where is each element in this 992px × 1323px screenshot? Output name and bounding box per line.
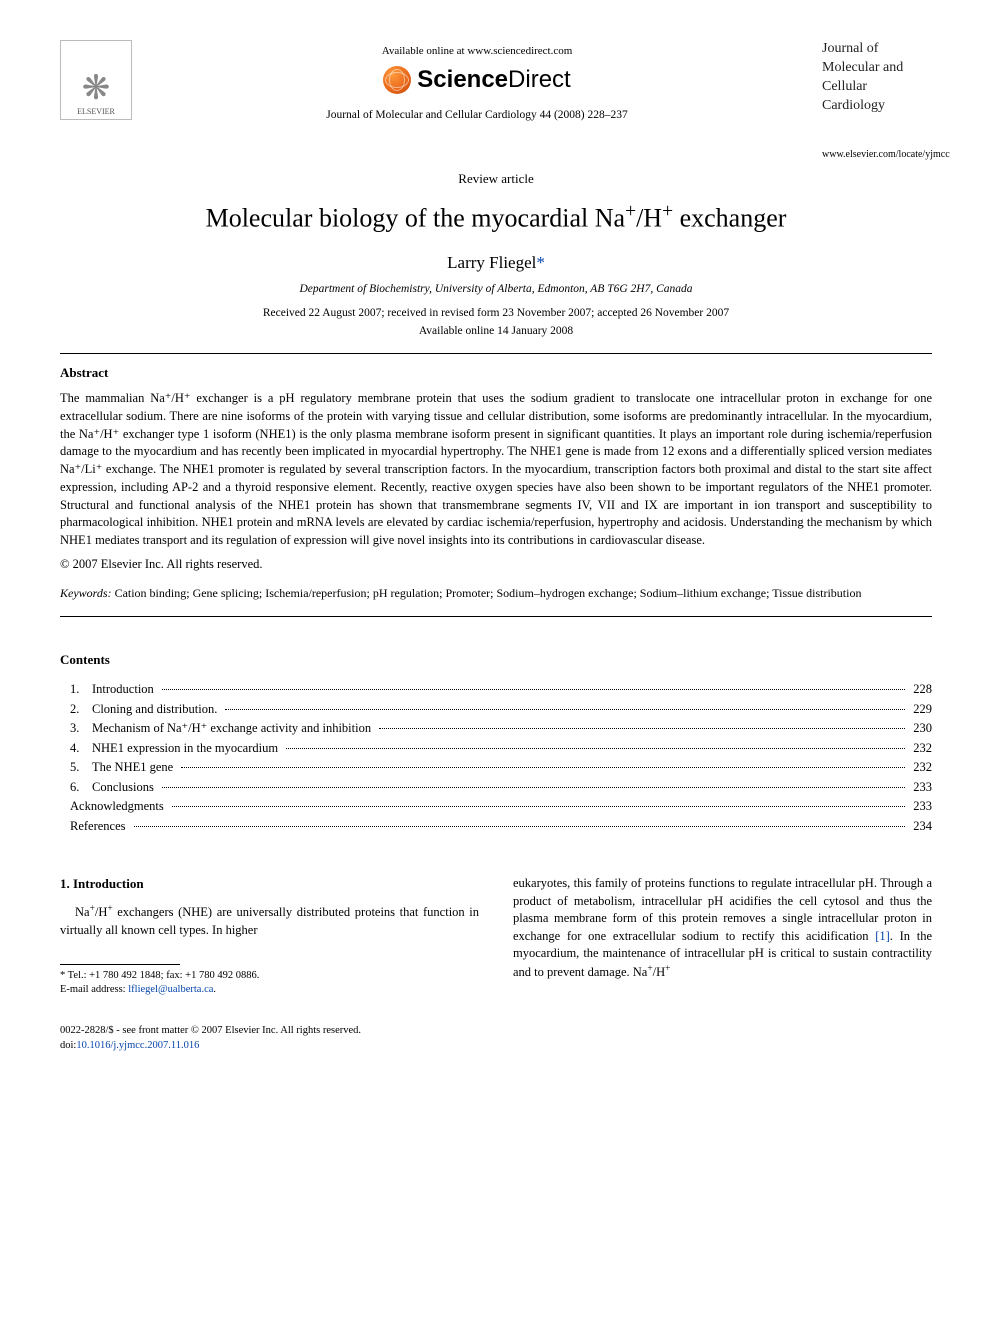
toc-leader-dots: [162, 689, 905, 690]
article-title: Molecular biology of the myocardial Na+/…: [60, 198, 932, 237]
footnote-tel: * Tel.: +1 780 492 1848; fax: +1 780 492…: [60, 969, 479, 984]
body-columns: 1. Introduction Na+/H+ exchangers (NHE) …: [60, 875, 932, 998]
elsevier-logo: ❋ ELSEVIER: [60, 40, 132, 120]
abstract-text: The mammalian Na⁺/H⁺ exchanger is a pH r…: [60, 390, 932, 550]
abstract-heading: Abstract: [60, 364, 932, 382]
available-online-text: Available online at www.sciencedirect.co…: [132, 44, 822, 59]
toc-number: 4.: [60, 740, 92, 758]
toc-page: 228: [909, 681, 932, 699]
toc-label: The NHE1 gene: [92, 759, 177, 777]
footnote-email-suffix: .: [213, 984, 216, 995]
toc-leader-dots: [162, 787, 905, 788]
toc-number: 3.: [60, 720, 92, 738]
toc-page: 233: [909, 798, 932, 816]
toc-number: 6.: [60, 779, 92, 797]
toc-row[interactable]: Acknowledgments 233: [60, 798, 932, 816]
toc-label: Conclusions: [92, 779, 158, 797]
keywords-text: Cation binding; Gene splicing; Ischemia/…: [112, 586, 862, 600]
toc-label: Mechanism of Na⁺/H⁺ exchange activity an…: [92, 720, 375, 738]
footer-front-matter: 0022-2828/$ - see front matter © 2007 El…: [60, 1024, 932, 1039]
elsevier-tree-icon: ❋: [82, 72, 111, 106]
toc-leader-dots: [172, 806, 906, 807]
rule-above-abstract: [60, 353, 932, 354]
toc-row[interactable]: 3.Mechanism of Na⁺/H⁺ exchange activity …: [60, 720, 932, 738]
toc-leader-dots: [134, 826, 906, 827]
journal-url: www.elsevier.com/locate/yjmcc: [822, 148, 932, 162]
footer-doi-label: doi:: [60, 1040, 76, 1051]
author-affiliation: Department of Biochemistry, University o…: [60, 281, 932, 297]
column-right: eukaryotes, this family of proteins func…: [513, 875, 932, 998]
toc-label: Introduction: [92, 681, 158, 699]
toc-label: References: [70, 818, 130, 836]
journal-reference: Journal of Molecular and Cellular Cardio…: [132, 107, 822, 123]
rule-below-keywords: [60, 616, 932, 617]
elsevier-label: ELSEVIER: [77, 106, 115, 117]
journal-cover-box: Journal of Molecular and Cellular Cardio…: [822, 40, 932, 162]
journal-cover-title: Journal of Molecular and Cellular Cardio…: [822, 40, 932, 116]
toc-label: Acknowledgments: [70, 798, 168, 816]
toc-page: 232: [909, 740, 932, 758]
footer-doi-link[interactable]: 10.1016/j.yjmcc.2007.11.016: [76, 1040, 199, 1051]
table-of-contents: 1.Introduction 228 2.Cloning and distribut…: [60, 681, 932, 835]
toc-label: NHE1 expression in the myocardium: [92, 740, 282, 758]
toc-leader-dots: [379, 728, 905, 729]
footnote-email-label: E-mail address:: [60, 984, 126, 995]
toc-page: 230: [909, 720, 932, 738]
author-corresp-marker[interactable]: *: [536, 253, 545, 272]
column-left: 1. Introduction Na+/H+ exchangers (NHE) …: [60, 875, 479, 998]
toc-page: 232: [909, 759, 932, 777]
toc-page: 229: [909, 701, 932, 719]
toc-number: 2.: [60, 701, 92, 719]
sciencedirect-logo: ScienceDirect: [132, 63, 822, 97]
toc-leader-dots: [286, 748, 905, 749]
citation-ref-1[interactable]: [1]: [875, 929, 890, 943]
toc-number: 1.: [60, 681, 92, 699]
toc-row[interactable]: 6.Conclusions 233: [60, 779, 932, 797]
toc-page: 233: [909, 779, 932, 797]
keywords-label: Keywords:: [60, 586, 112, 600]
contents-heading: Contents: [60, 651, 932, 669]
sciencedirect-ball-icon: [383, 66, 411, 94]
article-type: Review article: [60, 170, 932, 188]
toc-row[interactable]: 2.Cloning and distribution. 229: [60, 701, 932, 719]
abstract-copyright: © 2007 Elsevier Inc. All rights reserved…: [60, 556, 932, 574]
toc-leader-dots: [181, 767, 905, 768]
toc-row[interactable]: 5.The NHE1 gene 232: [60, 759, 932, 777]
toc-number: 5.: [60, 759, 92, 777]
toc-page: 234: [909, 818, 932, 836]
toc-label: Cloning and distribution.: [92, 701, 221, 719]
article-dates-received: Received 22 August 2007; received in rev…: [60, 305, 932, 321]
corresponding-author-footnote: * Tel.: +1 780 492 1848; fax: +1 780 492…: [60, 969, 479, 998]
author-name: Larry Fliegel*: [60, 251, 932, 275]
article-dates-available: Available online 14 January 2008: [60, 323, 932, 339]
toc-row[interactable]: References 234: [60, 818, 932, 836]
intro-para-left: Na+/H+ exchangers (NHE) are universally …: [60, 903, 479, 939]
center-header: Available online at www.sciencedirect.co…: [132, 40, 822, 123]
toc-row[interactable]: 1.Introduction 228: [60, 681, 932, 699]
keywords-block: Keywords: Cation binding; Gene splicing;…: [60, 585, 932, 602]
toc-row[interactable]: 4.NHE1 expression in the myocardium 232: [60, 740, 932, 758]
intro-para-right: eukaryotes, this family of proteins func…: [513, 875, 932, 981]
sciencedirect-wordmark: ScienceDirect: [417, 63, 570, 97]
page-footer: 0022-2828/$ - see front matter © 2007 El…: [60, 1024, 932, 1053]
toc-leader-dots: [225, 709, 905, 710]
article-header: ❋ ELSEVIER Available online at www.scien…: [60, 40, 932, 162]
section-heading-intro: 1. Introduction: [60, 875, 479, 893]
footnote-email-link[interactable]: lfliegel@ualberta.ca: [128, 984, 213, 995]
footnote-rule: [60, 964, 180, 965]
